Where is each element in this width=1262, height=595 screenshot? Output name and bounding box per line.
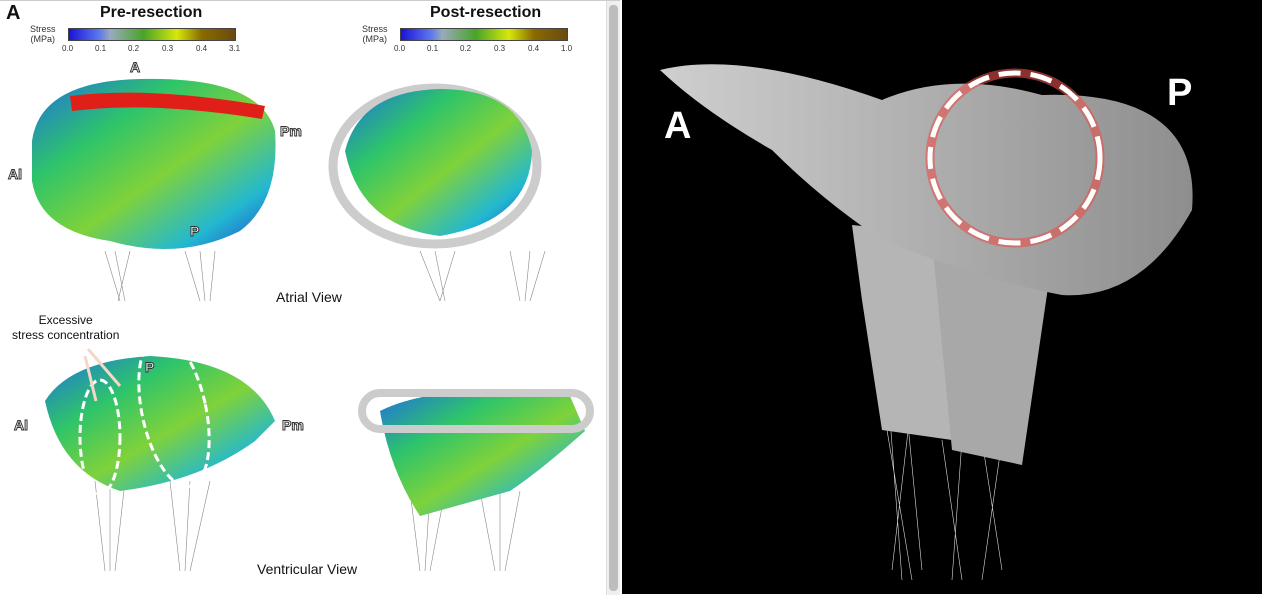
label-posterior: P <box>189 223 200 240</box>
pre-atrial-valve <box>32 78 276 250</box>
stress-annotation: Excessive stress concentration <box>12 313 120 342</box>
pre-resection-title: Pre-resection <box>100 4 203 21</box>
leaflet-anterior <box>852 225 952 440</box>
ventricular-view-label: Ventricular View <box>257 561 358 577</box>
post-ventricular-valve <box>380 391 585 516</box>
label-posterior-ventricular: P <box>144 359 155 376</box>
annuloplasty-ring <box>328 83 542 249</box>
tick: 0.0 <box>394 44 406 53</box>
annuloplasty-ring-ventricular <box>358 389 594 433</box>
label-posterior-3d: P <box>1167 72 1193 114</box>
post-colorbar <box>400 28 568 41</box>
scrollbar-thumb[interactable] <box>609 5 618 591</box>
label-pm: Pm <box>280 123 303 140</box>
stress-circle-1 <box>78 378 122 496</box>
chordae-3d <box>866 309 1003 581</box>
post-stress-label: Stress (MPa) <box>362 24 388 44</box>
tick: 0.2 <box>460 44 472 53</box>
label-anterior-3d: A <box>664 105 692 147</box>
valve-surface <box>660 64 1193 296</box>
atrial-view-label: Atrial View <box>276 289 342 305</box>
tick: 0.4 <box>528 44 540 53</box>
valve-3d-render <box>660 64 1193 581</box>
tick: 0.1 <box>95 44 107 53</box>
pre-ventricular-valve <box>45 356 275 491</box>
label-al-ventricular: Al <box>14 417 29 434</box>
post-resection-title: Post-resection <box>430 4 542 21</box>
pre-stress-label: Stress (MPa) <box>30 24 56 44</box>
annotation-arrows <box>83 348 122 402</box>
label-pm-ventricular: Pm <box>282 417 305 434</box>
stress-circle-2 <box>137 333 211 489</box>
tick: 0.2 <box>128 44 140 53</box>
tick: 0.1 <box>427 44 439 53</box>
valve-renderings <box>32 78 594 572</box>
leaflet-posterior <box>932 240 1052 465</box>
tick: 1.0 <box>561 44 573 53</box>
tick: 0.3 <box>162 44 174 53</box>
scrollbar[interactable] <box>606 1 620 595</box>
tick: 0.4 <box>196 44 208 53</box>
chordae <box>94 250 546 572</box>
high-stress-band <box>70 92 265 119</box>
label-al: Al <box>8 166 23 183</box>
panel-letter: A <box>6 2 21 24</box>
pre-colorbar <box>68 28 236 41</box>
tick: 0.3 <box>494 44 506 53</box>
label-anterior: A <box>129 59 141 76</box>
tick: 3.1 <box>229 44 241 53</box>
highlight-circle <box>927 70 1103 246</box>
valve-3d-view: A P <box>622 0 1262 594</box>
figure-panel-a: A Pre-resection Post-resection Stress (M… <box>0 0 620 595</box>
post-atrial-valve <box>345 89 532 236</box>
tick: 0.0 <box>62 44 74 53</box>
